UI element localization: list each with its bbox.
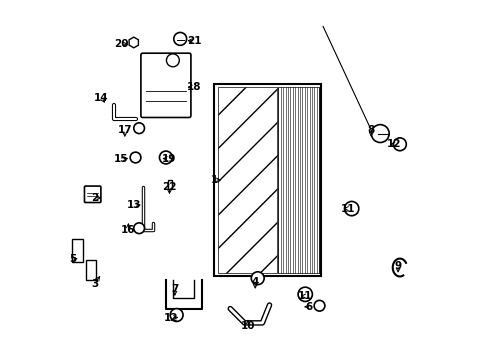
Text: 15: 15: [114, 154, 128, 163]
Text: 11: 11: [297, 291, 312, 301]
Circle shape: [173, 32, 186, 45]
Text: 17: 17: [117, 125, 132, 135]
Circle shape: [166, 54, 179, 67]
Circle shape: [393, 138, 406, 151]
Circle shape: [344, 202, 358, 216]
Bar: [217, 87, 276, 273]
Bar: [278, 87, 319, 273]
Text: 9: 9: [394, 261, 401, 271]
Text: 11: 11: [340, 203, 355, 213]
Circle shape: [313, 300, 324, 311]
Text: 18: 18: [187, 82, 202, 92]
Text: 20: 20: [114, 39, 128, 49]
Text: 16: 16: [121, 225, 135, 235]
FancyBboxPatch shape: [84, 186, 101, 203]
Text: 13: 13: [126, 200, 141, 210]
Text: 10: 10: [240, 321, 255, 332]
Circle shape: [134, 123, 144, 134]
Text: 21: 21: [187, 36, 202, 46]
Text: 7: 7: [171, 284, 178, 294]
FancyBboxPatch shape: [141, 53, 190, 117]
Text: 2: 2: [91, 193, 98, 203]
Circle shape: [251, 272, 264, 285]
Text: 8: 8: [367, 125, 374, 135]
Bar: [167, 180, 172, 189]
Text: 4: 4: [251, 277, 258, 287]
Bar: [214, 84, 321, 276]
Circle shape: [170, 309, 183, 321]
Circle shape: [370, 125, 388, 143]
Text: 14: 14: [94, 93, 109, 103]
Circle shape: [298, 287, 312, 301]
Circle shape: [130, 152, 141, 163]
Text: 5: 5: [69, 253, 77, 264]
Circle shape: [134, 223, 144, 234]
Circle shape: [159, 151, 172, 164]
Bar: [72, 239, 83, 262]
Text: 12: 12: [163, 312, 178, 323]
Polygon shape: [129, 37, 138, 48]
Bar: [85, 260, 96, 280]
Text: 3: 3: [91, 279, 98, 289]
Text: 12: 12: [386, 139, 401, 149]
Text: 19: 19: [162, 154, 176, 163]
Text: 6: 6: [305, 302, 312, 312]
Text: 1: 1: [210, 175, 217, 185]
Text: 22: 22: [162, 182, 176, 192]
